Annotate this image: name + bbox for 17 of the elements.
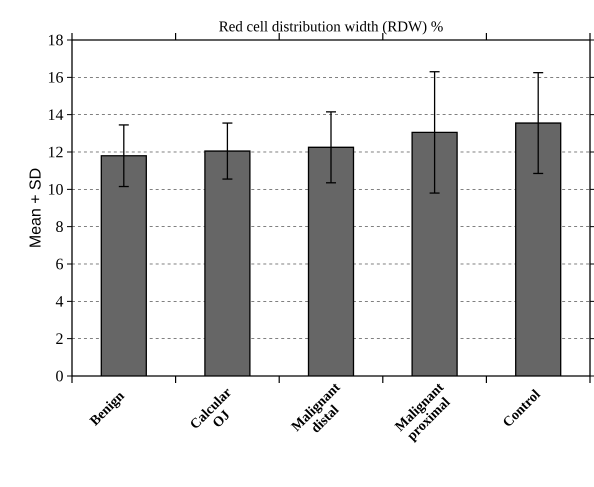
y-tick-label: 14 (48, 109, 64, 120)
bar (308, 146, 354, 376)
y-tick-label: 16 (48, 72, 64, 83)
bar (515, 122, 562, 376)
chart-title: Red cell distribution width (RDW) % (219, 20, 443, 35)
y-tick-label: 10 (48, 184, 63, 195)
y-tick-label: 2 (56, 333, 63, 344)
y-tick-label: 8 (56, 221, 63, 232)
y-axis-title: Mean + SD (29, 168, 41, 247)
y-tick-label: 0 (56, 370, 63, 382)
bar (411, 132, 458, 376)
bar (204, 150, 251, 376)
y-tick-label: 12 (48, 146, 63, 158)
y-tick-label: 4 (56, 296, 64, 307)
y-tick-label: 6 (56, 258, 64, 270)
y-tick-label: 18 (48, 34, 63, 46)
bar (100, 155, 147, 376)
